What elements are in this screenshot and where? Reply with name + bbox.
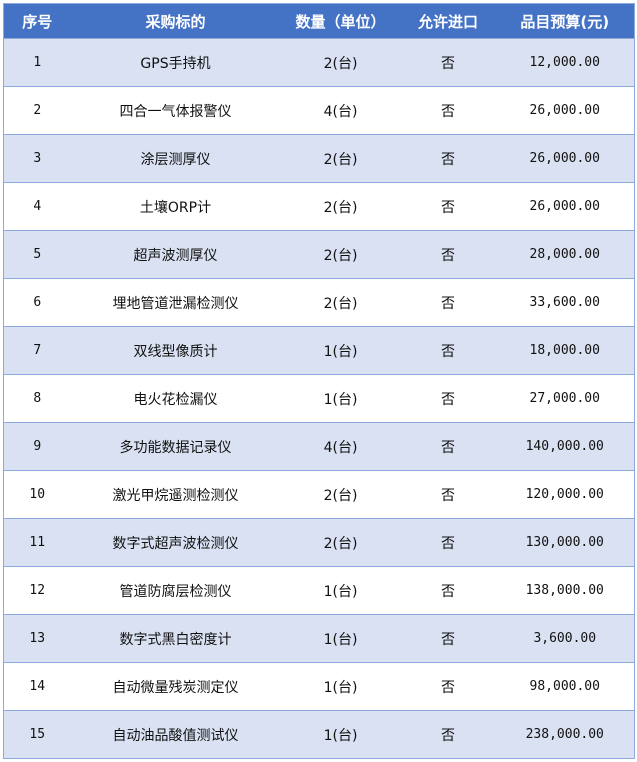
cell-index: 12	[3, 566, 71, 615]
cell-item: 双线型像质计	[70, 326, 281, 375]
cell-import-allowed: 否	[400, 38, 496, 87]
cell-import-allowed: 否	[400, 470, 496, 519]
header-item: 采购标的	[70, 3, 281, 39]
cell-import-allowed: 否	[400, 326, 496, 375]
table-row: 3 涂层测厚仪 2(台) 否 26,000.00	[3, 134, 635, 183]
table-row: 8 电火花检漏仪 1(台) 否 27,000.00	[3, 374, 635, 423]
header-row: 序号 采购标的 数量（单位） 允许进口 品目预算(元)	[3, 3, 635, 39]
cell-import-allowed: 否	[400, 374, 496, 423]
cell-item: GPS手持机	[70, 38, 281, 87]
cell-index: 11	[3, 518, 71, 567]
table-row: 11 数字式超声波检测仪 2(台) 否 130,000.00	[3, 518, 635, 567]
cell-quantity: 1(台)	[280, 566, 401, 615]
cell-quantity: 1(台)	[280, 614, 401, 663]
cell-quantity: 4(台)	[280, 86, 401, 135]
cell-index: 15	[3, 710, 71, 759]
cell-index: 6	[3, 278, 71, 327]
cell-budget: 12,000.00	[495, 38, 635, 87]
cell-budget: 27,000.00	[495, 374, 635, 423]
cell-budget: 138,000.00	[495, 566, 635, 615]
table-row: 2 四合一气体报警仪 4(台) 否 26,000.00	[3, 86, 635, 135]
cell-import-allowed: 否	[400, 278, 496, 327]
cell-quantity: 2(台)	[280, 38, 401, 87]
cell-quantity: 2(台)	[280, 182, 401, 231]
cell-quantity: 1(台)	[280, 326, 401, 375]
header-budget: 品目预算(元)	[495, 3, 635, 39]
table-row: 6 埋地管道泄漏检测仪 2(台) 否 33,600.00	[3, 278, 635, 327]
table-row: 15 自动油品酸值测试仪 1(台) 否 238,000.00	[3, 710, 635, 759]
cell-index: 5	[3, 230, 71, 279]
cell-budget: 3,600.00	[495, 614, 635, 663]
cell-import-allowed: 否	[400, 134, 496, 183]
cell-item: 超声波测厚仪	[70, 230, 281, 279]
cell-item: 涂层测厚仪	[70, 134, 281, 183]
cell-item: 数字式黑白密度计	[70, 614, 281, 663]
cell-import-allowed: 否	[400, 614, 496, 663]
cell-item: 电火花检漏仪	[70, 374, 281, 423]
cell-budget: 18,000.00	[495, 326, 635, 375]
cell-quantity: 1(台)	[280, 374, 401, 423]
cell-budget: 130,000.00	[495, 518, 635, 567]
cell-quantity: 2(台)	[280, 134, 401, 183]
cell-index: 3	[3, 134, 71, 183]
cell-budget: 140,000.00	[495, 422, 635, 471]
cell-budget: 33,600.00	[495, 278, 635, 327]
cell-item: 管道防腐层检测仪	[70, 566, 281, 615]
cell-index: 13	[3, 614, 71, 663]
cell-item: 多功能数据记录仪	[70, 422, 281, 471]
cell-quantity: 2(台)	[280, 278, 401, 327]
cell-import-allowed: 否	[400, 230, 496, 279]
cell-budget: 238,000.00	[495, 710, 635, 759]
cell-import-allowed: 否	[400, 422, 496, 471]
cell-item: 四合一气体报警仪	[70, 86, 281, 135]
header-quantity: 数量（单位）	[280, 3, 401, 39]
cell-item: 激光甲烷遥测检测仪	[70, 470, 281, 519]
cell-import-allowed: 否	[400, 86, 496, 135]
table-row: 10 激光甲烷遥测检测仪 2(台) 否 120,000.00	[3, 470, 635, 519]
cell-item: 土壤ORP计	[70, 182, 281, 231]
cell-index: 2	[3, 86, 71, 135]
table-row: 1 GPS手持机 2(台) 否 12,000.00	[3, 38, 635, 87]
cell-budget: 98,000.00	[495, 662, 635, 711]
cell-import-allowed: 否	[400, 710, 496, 759]
cell-index: 10	[3, 470, 71, 519]
cell-item: 自动油品酸值测试仪	[70, 710, 281, 759]
cell-import-allowed: 否	[400, 182, 496, 231]
table-row: 7 双线型像质计 1(台) 否 18,000.00	[3, 326, 635, 375]
cell-index: 7	[3, 326, 71, 375]
cell-quantity: 1(台)	[280, 662, 401, 711]
table-row: 5 超声波测厚仪 2(台) 否 28,000.00	[3, 230, 635, 279]
cell-budget: 26,000.00	[495, 86, 635, 135]
cell-quantity: 2(台)	[280, 470, 401, 519]
cell-quantity: 4(台)	[280, 422, 401, 471]
cell-index: 4	[3, 182, 71, 231]
table-row: 4 土壤ORP计 2(台) 否 26,000.00	[3, 182, 635, 231]
table-row: 9 多功能数据记录仪 4(台) 否 140,000.00	[3, 422, 635, 471]
table-row: 12 管道防腐层检测仪 1(台) 否 138,000.00	[3, 566, 635, 615]
cell-budget: 26,000.00	[495, 134, 635, 183]
cell-item: 自动微量残炭测定仪	[70, 662, 281, 711]
cell-budget: 26,000.00	[495, 182, 635, 231]
cell-import-allowed: 否	[400, 662, 496, 711]
cell-quantity: 2(台)	[280, 518, 401, 567]
cell-index: 14	[3, 662, 71, 711]
header-index: 序号	[3, 3, 71, 39]
cell-budget: 120,000.00	[495, 470, 635, 519]
header-import-allowed: 允许进口	[400, 3, 496, 39]
cell-quantity: 1(台)	[280, 710, 401, 759]
cell-index: 8	[3, 374, 71, 423]
table-row: 13 数字式黑白密度计 1(台) 否 3,600.00	[3, 614, 635, 663]
procurement-table: 序号 采购标的 数量（单位） 允许进口 品目预算(元) 1 GPS手持机 2(台) 否 12,0…	[3, 3, 635, 759]
table-row: 14 自动微量残炭测定仪 1(台) 否 98,000.00	[3, 662, 635, 711]
cell-import-allowed: 否	[400, 566, 496, 615]
cell-budget: 28,000.00	[495, 230, 635, 279]
cell-item: 数字式超声波检测仪	[70, 518, 281, 567]
cell-quantity: 2(台)	[280, 230, 401, 279]
cell-index: 9	[3, 422, 71, 471]
cell-import-allowed: 否	[400, 518, 496, 567]
cell-index: 1	[3, 38, 71, 87]
cell-item: 埋地管道泄漏检测仪	[70, 278, 281, 327]
